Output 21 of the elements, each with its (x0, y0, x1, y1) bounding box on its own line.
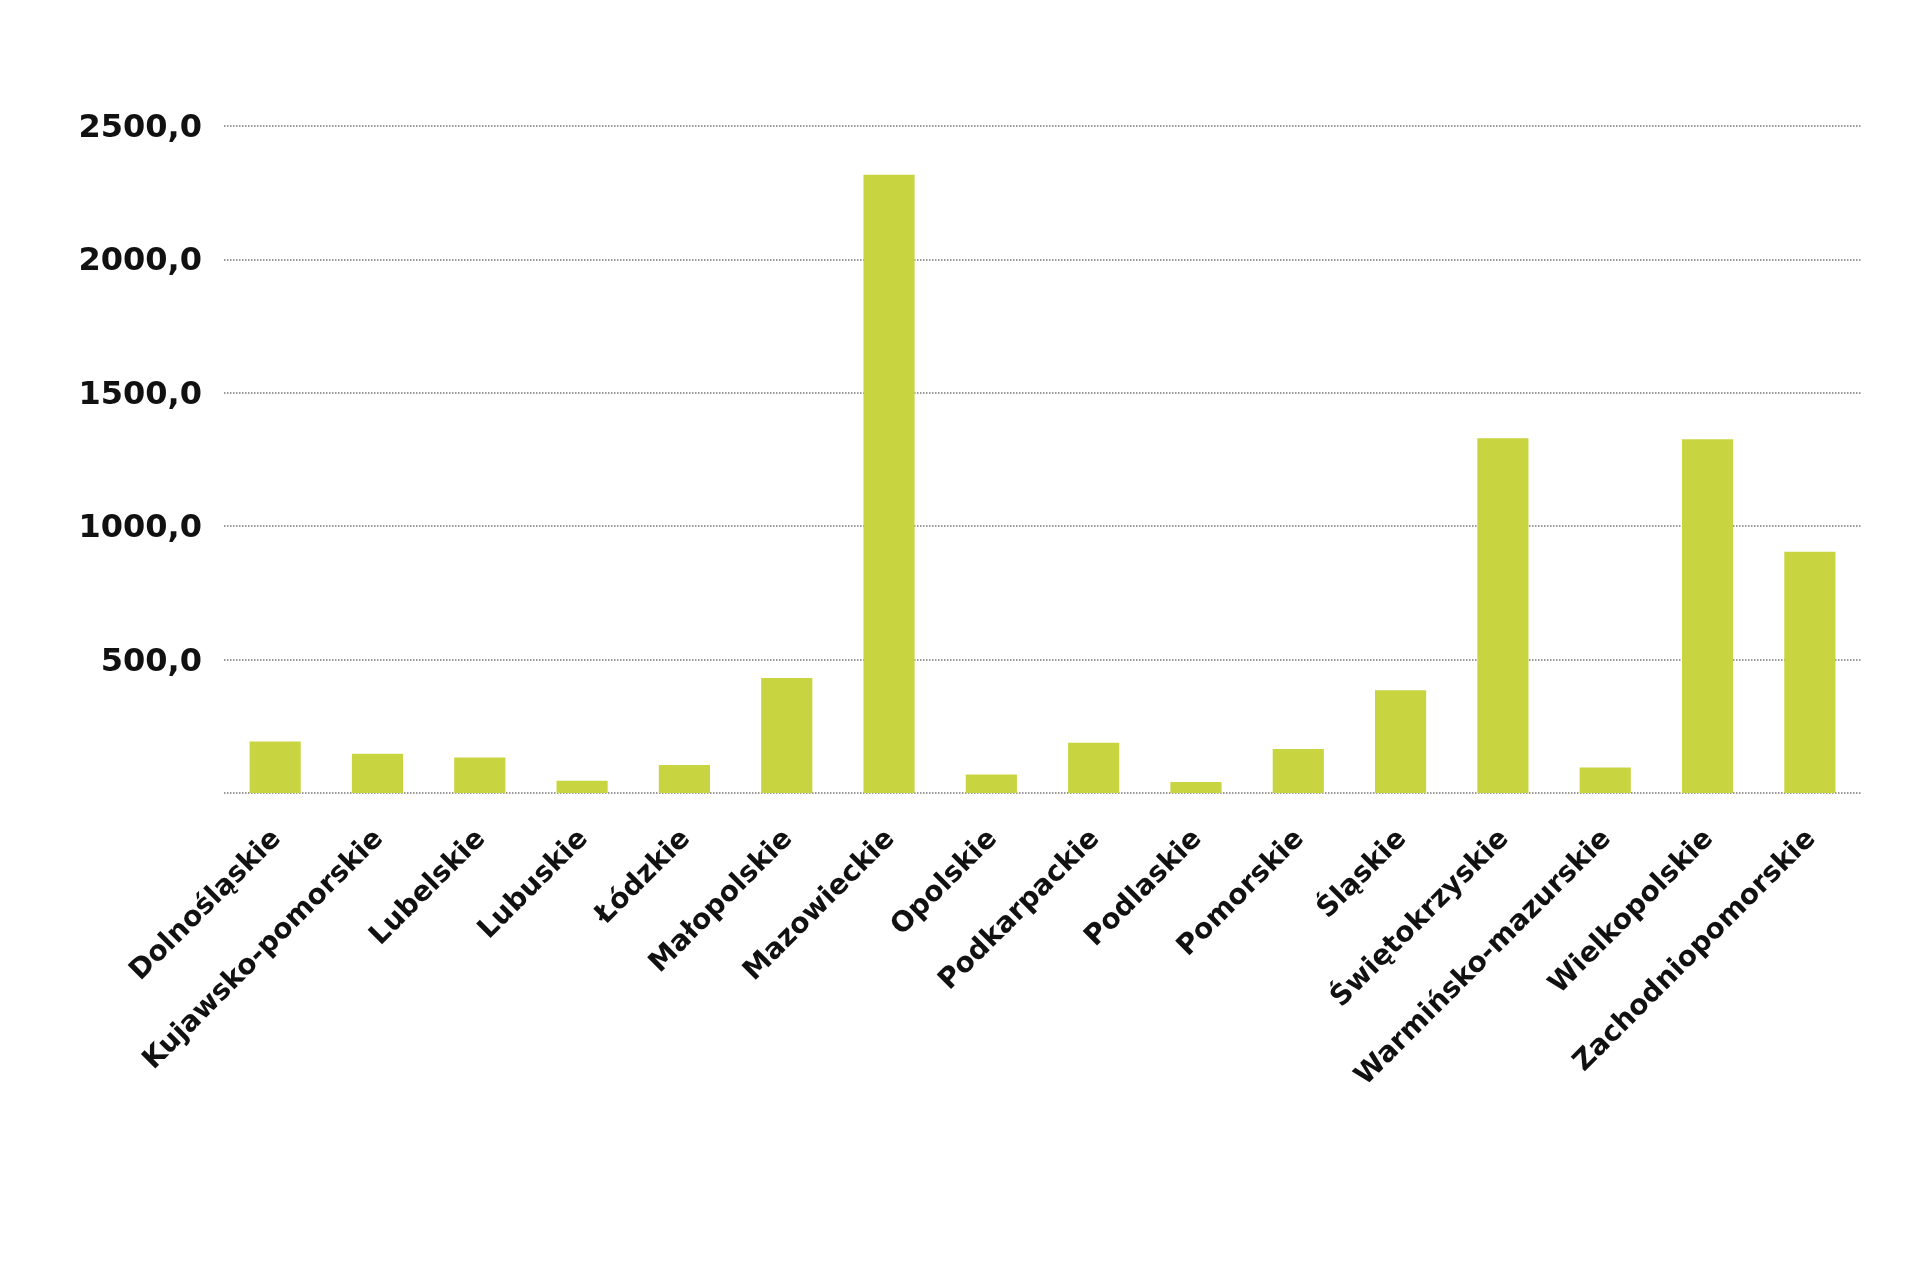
bar (1579, 767, 1631, 793)
bar (1272, 748, 1324, 793)
y-tick-label: 500,0 (100, 640, 202, 679)
bar (454, 757, 506, 793)
bar (556, 780, 608, 793)
bar (761, 678, 813, 793)
bar (863, 174, 915, 793)
bar (249, 741, 301, 793)
bar (658, 764, 710, 793)
bar (1170, 782, 1222, 793)
bar (351, 753, 404, 793)
bar (965, 774, 1017, 793)
bar (1375, 690, 1427, 793)
y-tick-label: 1500,0 (78, 373, 202, 412)
y-tick-label: 2500,0 (78, 107, 202, 145)
bar (1477, 438, 1529, 793)
bar (1681, 439, 1734, 793)
y-tick-label: 2000,0 (78, 240, 202, 279)
bar (1068, 742, 1120, 793)
y-tick-label: 1000,0 (78, 507, 202, 546)
bar (1784, 551, 1836, 793)
